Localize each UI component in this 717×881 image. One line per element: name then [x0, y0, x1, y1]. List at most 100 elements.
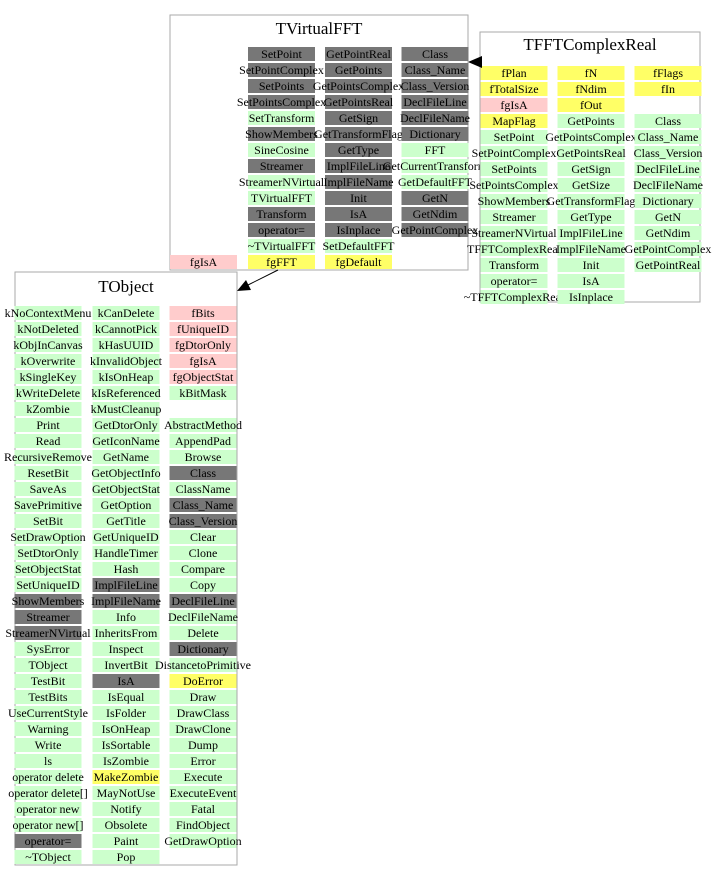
member-name: DeclFileLine [403, 95, 466, 109]
member-name: Read [36, 434, 61, 448]
member-name: Dictionary [177, 642, 228, 656]
member-cell [248, 63, 315, 77]
member-cell [14, 626, 82, 640]
member-cell [169, 306, 237, 320]
member-name: fgDtorOnly [175, 338, 231, 352]
member-name: Error [190, 754, 215, 768]
member-name: GetTransformFlag [314, 127, 403, 141]
member-cell [14, 562, 82, 576]
member-cell [401, 63, 469, 77]
member-name: MapFlag [492, 114, 535, 128]
member-name: GetN [422, 191, 448, 205]
member-cell [92, 802, 160, 816]
member-name: kZombie [26, 402, 69, 416]
member-name: operator delete [12, 770, 84, 784]
member-cell [14, 642, 82, 656]
member-name: ls [44, 754, 52, 768]
member-cell [14, 690, 82, 704]
member-cell [14, 610, 82, 624]
member-cell [169, 370, 237, 384]
member-cell [401, 127, 469, 141]
member-name: GetPointReal [636, 258, 701, 272]
member-name: SavePrimitive [14, 498, 82, 512]
member-cell [325, 63, 392, 77]
member-cell [480, 210, 548, 224]
member-name: ImplFileLine [94, 578, 157, 592]
class-box: TVirtualFFT fgIsA SetPoint SetPointComplex S… [169, 14, 488, 271]
member-name: GetSign [571, 162, 610, 176]
member-name: Inspect [109, 642, 144, 656]
member-cell [248, 239, 315, 253]
member-name: Dump [188, 738, 218, 752]
member-cell [634, 130, 702, 144]
member-name: GetName [103, 450, 149, 464]
member-cell [92, 306, 160, 320]
member-cell [92, 386, 160, 400]
member-name: DeclFileName [633, 178, 703, 192]
member-name: fOut [580, 98, 603, 112]
member-name: SetPoints [491, 162, 537, 176]
member-cell [248, 47, 315, 61]
member-cell [92, 786, 160, 800]
member-name: AppendPad [175, 434, 231, 448]
member-cell [92, 706, 160, 720]
member-cell [325, 95, 392, 109]
member-cell [325, 111, 392, 125]
member-cell [169, 434, 237, 448]
member-cell [14, 402, 82, 416]
member-name: ImplFileLine [327, 159, 390, 173]
member-cell [634, 210, 702, 224]
member-cell [325, 255, 392, 269]
member-name: AbstractMethod [164, 418, 242, 432]
member-name: SetObjectStat [15, 562, 82, 576]
member-cell [14, 338, 82, 352]
member-cell [557, 66, 625, 80]
member-name: SetDefaultFFT [323, 239, 396, 253]
member-cell [169, 530, 237, 544]
member-cell [248, 255, 315, 269]
member-name: Class_Version [169, 514, 238, 528]
member-cell [14, 450, 82, 464]
member-cell [169, 354, 237, 368]
member-name: ~TObject [25, 850, 71, 864]
member-name: IsA [117, 674, 135, 688]
member-name: kOverwrite [21, 354, 76, 368]
member-name: Dictionary [642, 194, 693, 208]
member-name: Paint [114, 834, 139, 848]
member-name: kHasUUID [99, 338, 154, 352]
member-cell [92, 626, 160, 640]
member-cell [92, 834, 160, 848]
member-cell [557, 178, 625, 192]
member-cell [325, 47, 392, 61]
member-name: GetTitle [106, 514, 146, 528]
member-name: operator delete[] [8, 786, 88, 800]
member-name: Class_Name [405, 63, 466, 77]
member-name: kIsOnHeap [99, 370, 154, 384]
member-name: Class [422, 47, 448, 61]
member-cell [325, 127, 392, 141]
member-cell [169, 642, 237, 656]
member-cell [92, 354, 160, 368]
member-cell [169, 610, 237, 624]
member-name: kNoContextMenu [5, 306, 92, 320]
member-name: IsOnHeap [102, 722, 151, 736]
member-name: FindObject [176, 818, 231, 832]
arrow-head [237, 280, 251, 291]
member-cell [480, 146, 548, 160]
member-name: ImplFileName [324, 175, 394, 189]
member-cell [169, 450, 237, 464]
member-name: ImplFileName [556, 242, 626, 256]
member-name: GetType [338, 143, 379, 157]
member-name: TestBit [31, 674, 66, 688]
member-name: SetPoint [494, 130, 535, 144]
member-name: fN [585, 66, 598, 80]
member-cell [92, 690, 160, 704]
member-name: GetTransformFlag [547, 194, 636, 208]
member-cell [325, 143, 392, 157]
member-cell [480, 194, 548, 208]
arrow-head [468, 56, 482, 68]
member-name: Streamer [260, 159, 303, 173]
member-name: GetN [655, 210, 681, 224]
member-cell [401, 79, 469, 93]
